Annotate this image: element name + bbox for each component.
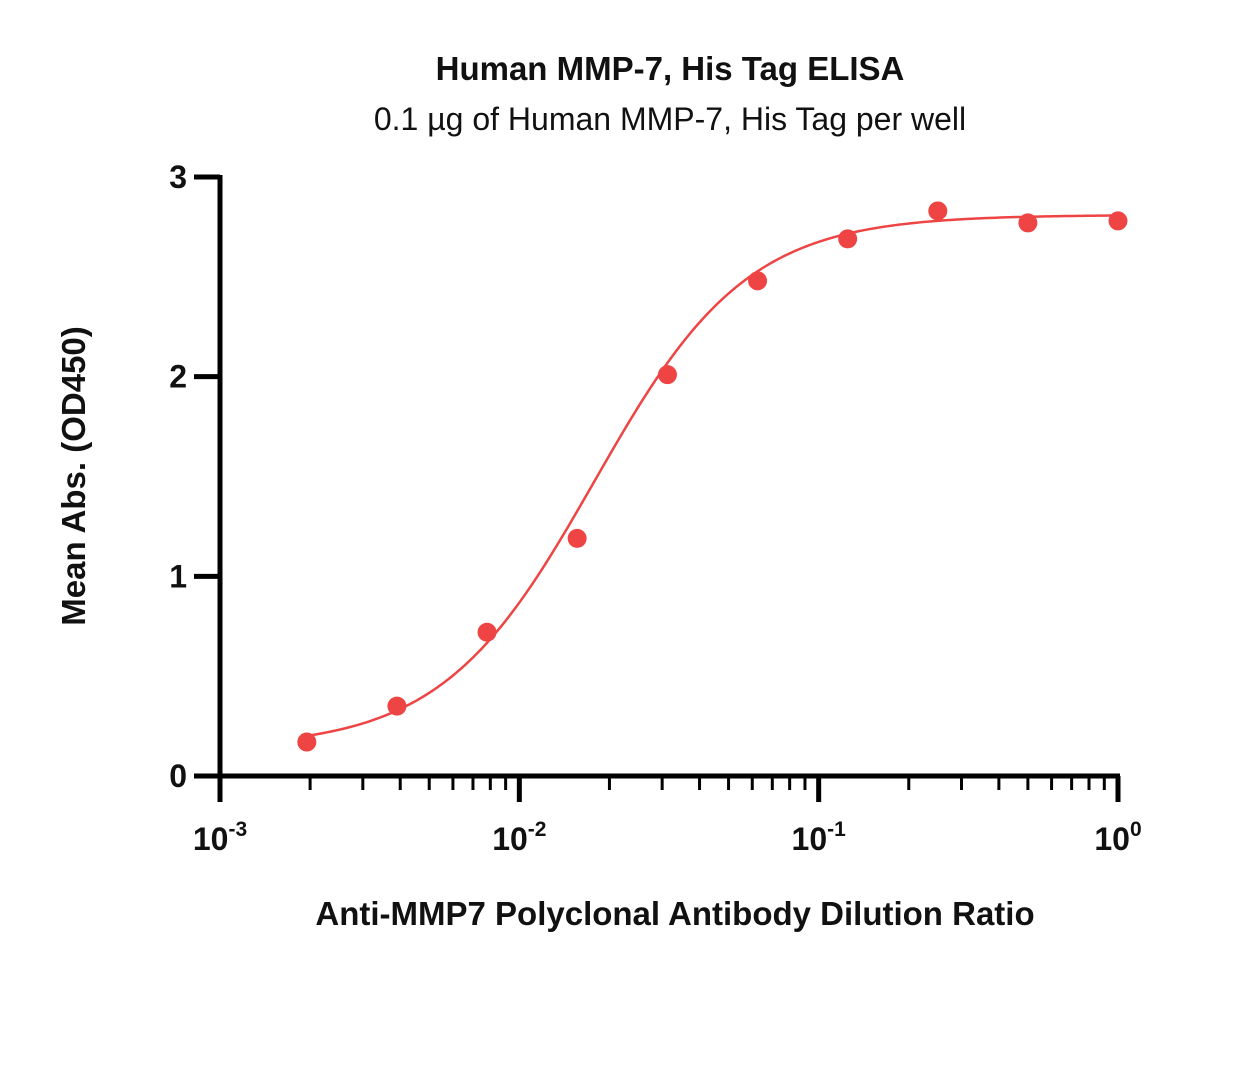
y-tick-label-0: 0 <box>169 758 187 794</box>
data-point-4 <box>657 365 677 385</box>
x-tick-exponent-0: -3 <box>228 818 247 841</box>
data-point-0 <box>297 732 317 752</box>
x-tick-exponent-1: -2 <box>528 818 547 841</box>
y-tick-label-2: 2 <box>169 359 187 395</box>
data-point-7 <box>928 201 948 221</box>
data-point-3 <box>567 528 587 548</box>
data-point-1 <box>387 696 407 716</box>
fit-curve-0 <box>306 214 1119 738</box>
x-axis-label: Anti-MMP7 Polyclonal Antibody Dilution R… <box>315 895 1034 932</box>
fit-curve-group <box>306 214 1119 738</box>
y-axis-label: Mean Abs. (OD450) <box>55 326 92 626</box>
x-tick-label-1: 10-2 <box>492 818 546 857</box>
chart-title: Human MMP-7, His Tag ELISA <box>436 50 905 87</box>
data-point-6 <box>838 229 858 249</box>
data-points <box>297 201 1128 752</box>
data-point-2 <box>477 622 497 642</box>
x-tick-exponent-2: -1 <box>827 818 846 841</box>
x-tick-label-3: 100 <box>1094 818 1141 857</box>
chart-subtitle: 0.1 µg of Human MMP-7, His Tag per well <box>374 101 966 137</box>
data-point-9 <box>1108 211 1128 231</box>
x-tick-label-0: 10-3 <box>193 818 247 857</box>
x-tick-labels: 10-3 10-2 10-1 100 <box>193 818 1142 857</box>
data-point-5 <box>748 271 768 291</box>
y-tick-labels: 0 1 2 3 <box>169 159 187 794</box>
x-tick-label-2: 10-1 <box>792 818 847 857</box>
axes <box>194 174 1121 802</box>
y-tick-label-1: 1 <box>169 558 187 594</box>
x-tick-exponent-3: 0 <box>1130 818 1142 841</box>
y-tick-label-3: 3 <box>169 159 187 195</box>
data-point-8 <box>1018 213 1038 233</box>
